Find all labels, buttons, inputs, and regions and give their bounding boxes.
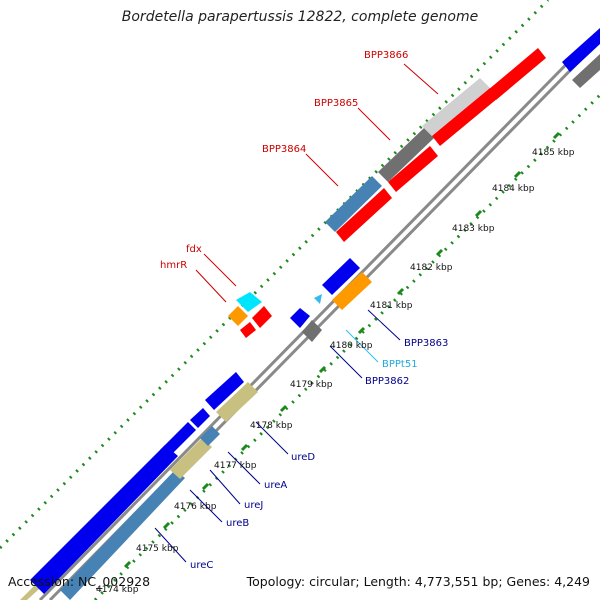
tick-label: 4181 kbp [370, 301, 413, 311]
gene-label: BPP3862 [365, 376, 409, 387]
backbone-outer [38, 28, 600, 600]
gene-gray-top [572, 54, 600, 88]
gene-red-1 [336, 188, 392, 242]
genome-summary-text: Topology: circular; Length: 4,773,551 bp… [246, 574, 590, 589]
tick-label: 4175 kbp [136, 544, 179, 554]
gene-label: ureC [190, 560, 213, 571]
accession-text: Accession: NC_002928 [8, 574, 151, 589]
gene-blue-2 [160, 422, 196, 458]
gene-hmrR-block [228, 306, 248, 326]
tick-labels: 4174 kbp 4175 kbp 4176 kbp 4177 kbp 4178… [96, 148, 575, 595]
gene-red-small-1 [252, 306, 272, 328]
gene-blue-5 [290, 308, 310, 328]
gene-label: BPP3865 [314, 98, 358, 109]
forward-strand-features [325, 28, 600, 242]
outer-tick-ring [0, 0, 550, 550]
gene-label: BPPt51 [382, 359, 418, 370]
gene-bpp3862-block [302, 320, 322, 342]
gene-bpp3863-block [332, 272, 372, 310]
gene-red-2 [388, 146, 438, 192]
gene-label: ureD [291, 452, 315, 463]
reverse-strand-features [20, 258, 372, 600]
tick-label: 4176 kbp [174, 502, 217, 512]
tick-label: 4183 kbp [452, 224, 495, 234]
gene-labels: BPP3866 BPP3865 BPP3864 fdx hmrR BPP3863… [160, 50, 448, 571]
gene-bpp3865-block [378, 128, 434, 182]
gene-label: ureA [264, 480, 287, 491]
gene-blue-4 [205, 372, 244, 410]
gene-ureB-khaki [170, 438, 212, 479]
tick-label: 4185 kbp [532, 148, 575, 158]
tick-label: 4182 kbp [410, 263, 453, 273]
gene-blue-6 [322, 258, 360, 295]
gene-label: ureB [226, 518, 249, 529]
inner-tick-ring [93, 93, 600, 600]
gene-bpp3864-block [325, 176, 382, 232]
tick-label: 4179 kbp [290, 380, 333, 390]
tick-label: 4177 kbp [214, 461, 257, 471]
map-title: Bordetella parapertussis 12822, complete… [121, 9, 479, 25]
gene-label: BPP3863 [404, 338, 448, 349]
gene-label: ureJ [244, 500, 263, 511]
gene-blue-top [562, 28, 600, 72]
forward-small-features [228, 292, 272, 338]
gene-label: BPP3864 [262, 144, 306, 155]
gene-red-4 [488, 48, 546, 100]
gene-label: fdx [186, 244, 202, 255]
gene-ureB-block [60, 470, 185, 600]
tick-label: 4178 kbp [250, 421, 293, 431]
gene-label: hmrR [160, 260, 187, 271]
inner-major-ticks [123, 131, 561, 569]
leader-lines [154, 63, 439, 563]
trna-bppt51 [314, 294, 322, 304]
tick-label: 4180 kbp [330, 341, 373, 351]
gene-bpp3866-block [422, 78, 490, 136]
gene-fdx-block [236, 292, 262, 312]
gene-label: BPP3866 [364, 50, 408, 61]
gene-steel-small [200, 426, 220, 446]
gene-red-3 [432, 88, 498, 146]
tick-label: 4174 kbp [96, 585, 139, 595]
gene-blue-long [30, 445, 178, 594]
tick-label: 4184 kbp [492, 184, 535, 194]
gene-ureD-khaki [216, 382, 258, 422]
gene-red-small-2 [240, 322, 256, 338]
gene-blue-3 [190, 408, 210, 428]
